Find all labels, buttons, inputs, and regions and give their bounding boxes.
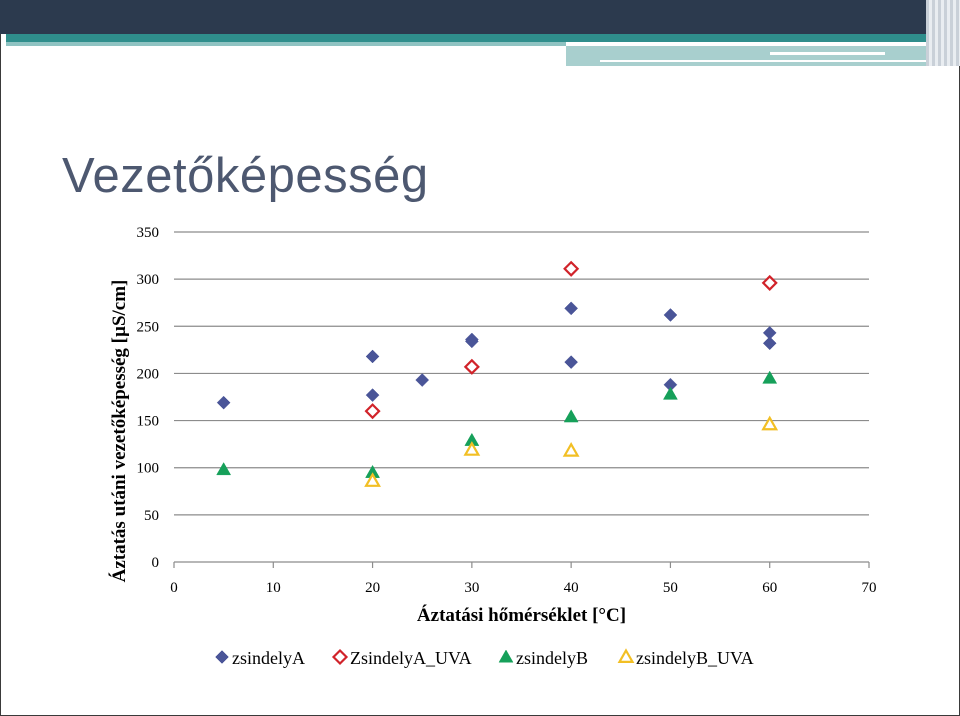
data-point <box>365 349 380 364</box>
data-point <box>216 462 232 476</box>
tick-labels: 0 50 100 150 200 250 300 350 0 10 20 30 40 50 60 70 <box>137 225 877 596</box>
y-axis-title: Áztatás utáni vezetőképesség [µS/cm] <box>108 280 130 583</box>
series-zsindelyB <box>216 370 778 478</box>
legend-marker <box>331 648 349 666</box>
y-tick-label: 200 <box>137 366 160 382</box>
x-tick-label: 40 <box>564 580 579 596</box>
data-point <box>662 386 678 400</box>
x-tick-label: 50 <box>663 580 678 596</box>
header-band <box>0 0 960 34</box>
axes <box>173 561 870 568</box>
data-point <box>761 274 778 291</box>
header-stripe-light <box>6 42 566 46</box>
x-tick-label: 30 <box>464 580 479 596</box>
data-point <box>364 472 381 487</box>
header-decoration <box>926 0 960 66</box>
x-axis-title: Áztatási hőmérséklet [°C] <box>417 604 626 626</box>
legend-label: zsindelyB_UVA <box>636 648 754 668</box>
legend: zsindelyA ZsindelyA_UVA zsindelyB zsindelyB… <box>215 648 754 668</box>
data-point <box>562 442 580 457</box>
series-zsindelyA <box>216 301 777 410</box>
data-points <box>216 260 779 487</box>
x-tick-label: 60 <box>762 580 777 596</box>
x-tick-label: 0 <box>170 580 178 596</box>
series-ZsindelyA_UVA <box>364 260 778 420</box>
x-tick-label: 20 <box>365 580 380 596</box>
header-highlight-line <box>600 60 930 62</box>
legend-marker <box>617 648 635 663</box>
data-point <box>762 370 778 384</box>
data-point <box>564 355 578 369</box>
gridlines <box>174 231 869 516</box>
data-point <box>465 334 479 349</box>
y-tick-label: 250 <box>137 319 160 335</box>
series-zsindelyB_UVA <box>364 415 779 487</box>
data-point <box>463 358 480 375</box>
data-point <box>216 395 231 410</box>
x-tick-label: 10 <box>266 580 281 596</box>
header-highlight-line <box>770 52 885 55</box>
data-point <box>563 409 579 423</box>
legend-label: zsindelyB <box>516 648 588 668</box>
y-tick-label: 50 <box>144 508 159 524</box>
data-point <box>663 308 678 322</box>
data-point <box>563 260 580 277</box>
legend-label: ZsindelyA_UVA <box>350 648 472 668</box>
legend-marker <box>215 650 229 664</box>
data-point <box>762 336 777 351</box>
data-point <box>364 403 381 420</box>
legend-label: zsindelyA <box>232 648 305 668</box>
data-point <box>761 415 779 431</box>
y-tick-label: 0 <box>152 555 160 571</box>
y-tick-label: 100 <box>137 461 160 477</box>
data-point <box>415 373 430 387</box>
data-point <box>365 388 380 402</box>
data-point <box>564 301 578 316</box>
data-point <box>463 441 481 456</box>
y-tick-label: 150 <box>137 414 160 430</box>
y-tick-label: 300 <box>137 272 160 288</box>
header-stripe <box>6 34 926 42</box>
legend-marker <box>498 649 514 663</box>
y-tick-label: 350 <box>137 225 160 241</box>
slide-title: Vezetőképesség <box>62 149 429 203</box>
x-tick-label: 70 <box>862 580 877 596</box>
